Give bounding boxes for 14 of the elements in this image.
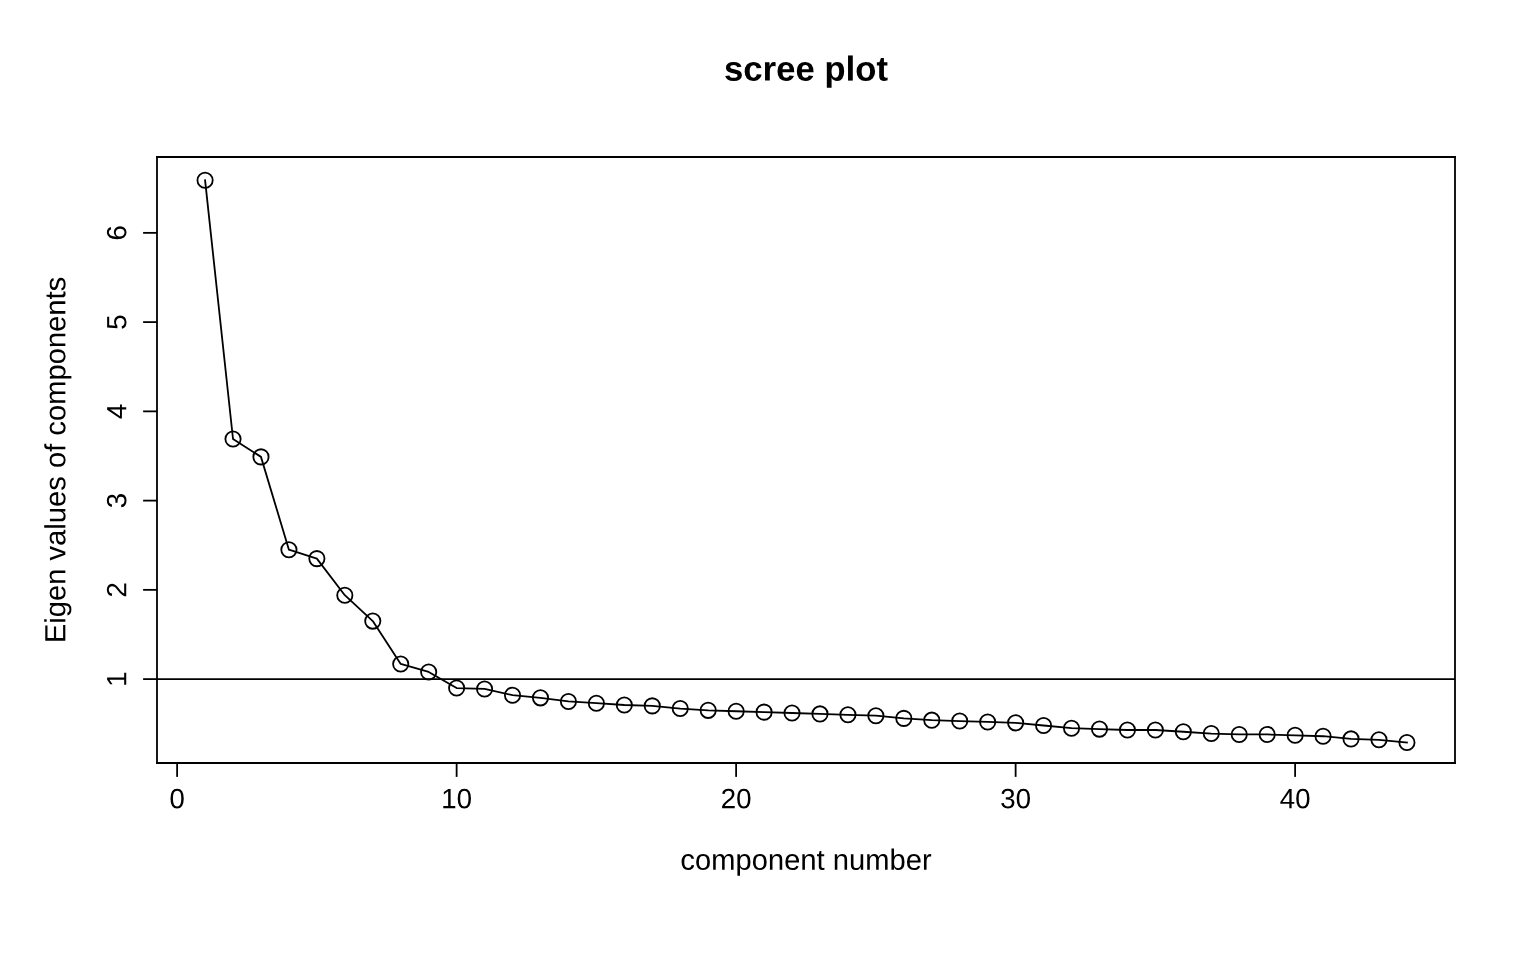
y-tick-label: 5 bbox=[107, 315, 127, 329]
x-tick-label: 20 bbox=[722, 788, 751, 809]
chart-title: scree plot bbox=[725, 55, 888, 88]
y-tick-label: 3 bbox=[106, 494, 127, 508]
y-tick-label: 4 bbox=[107, 404, 127, 419]
x-axis-title: component number bbox=[681, 848, 932, 876]
x-tick-label: 10 bbox=[443, 788, 471, 809]
x-tick-label: 40 bbox=[1280, 788, 1310, 809]
y-axis-title: Eigen values of components bbox=[44, 277, 72, 641]
y-tick-label: 1 bbox=[107, 672, 127, 685]
y-tick-label: 2 bbox=[106, 583, 127, 597]
x-tick-label: 0 bbox=[170, 788, 184, 809]
x-tick-label: 30 bbox=[1001, 788, 1030, 809]
y-tick-label: 6 bbox=[106, 226, 127, 240]
